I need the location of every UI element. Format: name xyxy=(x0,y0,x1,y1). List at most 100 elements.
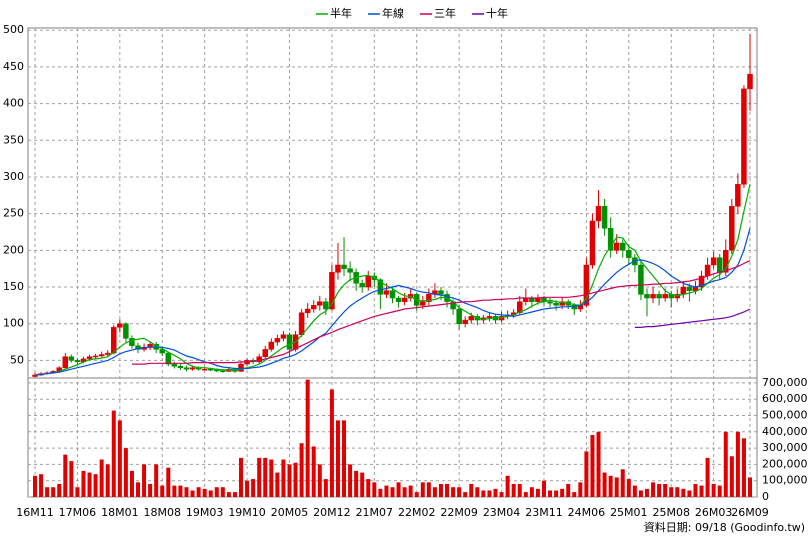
candle-body xyxy=(583,264,590,306)
candle-body xyxy=(650,294,656,299)
volume-bar xyxy=(457,487,462,497)
legend-label: 半年 xyxy=(330,6,352,20)
volume-bar xyxy=(426,482,431,497)
volume-bar xyxy=(87,472,92,497)
x-tick-label: 18M08 xyxy=(143,506,181,519)
volume-bar xyxy=(172,485,177,497)
x-tick-label: 22M02 xyxy=(398,506,436,519)
volume-bar xyxy=(438,483,443,497)
candle-body xyxy=(662,294,668,299)
candle-body xyxy=(341,264,347,269)
volume-bar xyxy=(305,379,310,497)
candle-body xyxy=(359,283,365,288)
candle-body xyxy=(389,290,396,299)
volume-bar xyxy=(414,492,419,497)
volume-bar xyxy=(293,462,298,497)
candle-body xyxy=(698,275,705,288)
candle-body xyxy=(286,334,293,350)
candle-body xyxy=(62,356,69,368)
volume-bar xyxy=(129,470,134,497)
candle-body xyxy=(365,275,372,288)
volume-bar xyxy=(39,474,44,497)
candle-body xyxy=(165,352,172,365)
y-tick-label: 150 xyxy=(3,280,24,293)
x-tick-label: 17M06 xyxy=(59,506,97,519)
volume-bar xyxy=(81,470,86,497)
candle-body xyxy=(317,301,323,306)
volume-bar xyxy=(505,475,510,497)
candle-body xyxy=(559,301,565,306)
volume-bar xyxy=(669,487,674,497)
candle-body xyxy=(735,184,741,207)
volume-bar xyxy=(245,480,250,497)
volume-bar xyxy=(214,487,219,497)
volume-bar xyxy=(748,477,752,497)
y2-tick-label: 700,000 xyxy=(762,376,808,389)
volume-bar xyxy=(142,464,147,497)
candle-body xyxy=(462,319,468,324)
candle-body xyxy=(135,345,141,350)
candle-body xyxy=(183,367,190,370)
volume-bar xyxy=(735,431,740,497)
volume-bar xyxy=(681,488,686,497)
candle-body xyxy=(426,294,432,302)
candle-body xyxy=(214,369,220,372)
volume-bar xyxy=(408,485,413,497)
candle-body xyxy=(238,363,244,372)
candle-body xyxy=(129,338,135,346)
candle-body xyxy=(607,228,614,251)
volume-bar xyxy=(378,488,383,497)
volume-bar xyxy=(445,483,450,497)
volume-bar xyxy=(651,482,656,497)
candle-body xyxy=(104,352,111,355)
volume-bar xyxy=(263,457,268,497)
volume-bar xyxy=(638,490,643,497)
candle-body xyxy=(589,220,596,266)
x-tick-label: 24M06 xyxy=(568,506,606,519)
candle-body xyxy=(644,294,650,299)
volume-bar xyxy=(281,459,286,497)
volume-bar xyxy=(196,487,201,497)
candle-body xyxy=(420,301,426,306)
volume-bar xyxy=(499,492,504,497)
ma-line xyxy=(634,308,751,328)
volume-bar xyxy=(51,487,56,497)
x-tick-label: 20M12 xyxy=(313,506,351,519)
y2-tick-label: 400,000 xyxy=(762,425,808,438)
candle-body xyxy=(710,257,717,266)
candle-body xyxy=(310,305,317,310)
x-tick-label: 26M09 xyxy=(731,506,769,519)
volume-bar xyxy=(69,461,74,497)
volume-bar xyxy=(596,431,601,497)
volume-bar xyxy=(644,488,649,497)
candle-body xyxy=(723,250,729,273)
volume-bar xyxy=(675,487,680,497)
x-tick-label: 20M05 xyxy=(271,506,309,519)
volume-bar xyxy=(699,485,704,497)
candle-body xyxy=(601,206,608,229)
volume-bar xyxy=(184,487,189,497)
y-tick-label: 300 xyxy=(3,170,24,183)
volume-bar xyxy=(57,483,62,497)
volume-bar xyxy=(463,492,468,497)
volume-bar xyxy=(511,483,516,497)
volume-bar xyxy=(154,464,159,497)
volume-bar xyxy=(493,488,498,497)
candle-body xyxy=(626,250,632,258)
candle-body xyxy=(207,368,214,371)
candle-body xyxy=(468,316,475,321)
volume-bar xyxy=(632,485,637,497)
x-tick-label: 26M03 xyxy=(695,506,733,519)
volume-bar xyxy=(687,490,692,497)
x-tick-label: 19M10 xyxy=(228,506,266,519)
y2-tick-label: 600,000 xyxy=(762,392,808,405)
volume-bar xyxy=(541,480,546,497)
volume-bar xyxy=(602,472,607,497)
volume-bar xyxy=(584,451,589,497)
volume-bar xyxy=(226,492,231,497)
volume-bar xyxy=(360,472,365,497)
candle-body xyxy=(456,308,462,324)
volume-bar xyxy=(335,420,340,497)
volume-bar xyxy=(548,490,553,497)
